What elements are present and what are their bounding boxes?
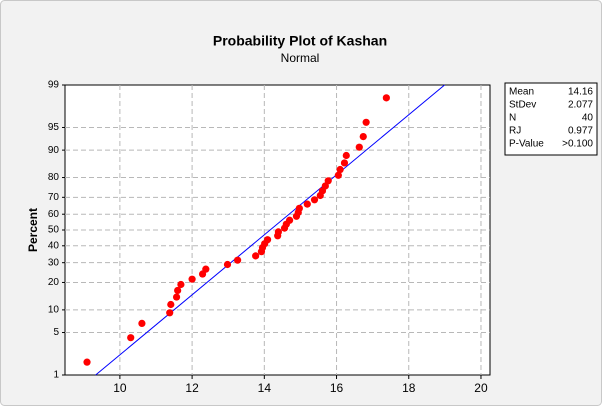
x-tick-label: 20: [474, 381, 488, 395]
stats-label: StDev: [509, 100, 536, 111]
x-tick-label: 10: [113, 381, 127, 395]
y-tick-label: 10: [48, 305, 60, 316]
point: [274, 228, 283, 236]
chart-subtitle: Normal: [281, 51, 320, 65]
stats-value: 2.077: [568, 100, 593, 111]
point: [295, 204, 303, 212]
y-tick-label: 40: [48, 240, 60, 251]
point: [252, 252, 260, 260]
point: [324, 177, 332, 185]
y-axis-label: Percent: [26, 208, 40, 252]
chart-title: Probability Plot of Kashan: [213, 33, 387, 49]
x-tick-label: 12: [185, 381, 199, 395]
point: [233, 256, 242, 264]
y-tick-label: 5: [53, 327, 59, 338]
y-tick-label: 70: [48, 192, 60, 203]
x-tick-label: 18: [402, 381, 416, 395]
y-tick-label: 95: [48, 122, 60, 133]
point: [83, 358, 91, 366]
point: [127, 334, 135, 342]
y-tick-label: 1: [53, 370, 59, 381]
y-tick-label: 50: [48, 225, 60, 236]
point: [166, 309, 174, 317]
stats-label: N: [509, 113, 516, 124]
x-tick-label: 16: [330, 381, 344, 395]
point: [138, 319, 146, 328]
stats-value: 14.16: [568, 87, 593, 98]
point: [172, 293, 181, 301]
point: [174, 286, 182, 295]
point: [223, 260, 232, 269]
point: [263, 236, 272, 244]
fit-line: [95, 84, 445, 376]
point: [202, 265, 210, 273]
point: [342, 151, 350, 160]
y-tick-label: 99: [48, 80, 60, 91]
y-tick-label: 20: [48, 277, 60, 288]
stats-value: 40: [582, 113, 594, 124]
y-tick-label: 60: [48, 209, 60, 220]
point: [336, 165, 344, 174]
y-tick-label: 90: [48, 145, 60, 156]
stats-label: Mean: [509, 87, 534, 98]
point: [359, 132, 367, 141]
stats-box: [504, 82, 598, 156]
stats-value: >0.100: [562, 139, 593, 150]
point: [334, 171, 342, 179]
point: [382, 94, 390, 102]
point: [340, 159, 349, 167]
point: [188, 275, 196, 283]
point: [362, 118, 370, 126]
y-tick-label: 80: [48, 172, 60, 183]
point: [303, 200, 311, 208]
stats-label: RJ: [509, 126, 521, 137]
stats-label: P-Value: [509, 139, 544, 150]
stats-value: 0.977: [568, 126, 593, 137]
point: [310, 196, 319, 204]
point: [167, 300, 175, 309]
point: [355, 143, 363, 151]
point: [285, 216, 294, 224]
point: [177, 280, 185, 289]
x-tick-label: 14: [258, 381, 272, 395]
y-tick-label: 30: [48, 257, 60, 268]
